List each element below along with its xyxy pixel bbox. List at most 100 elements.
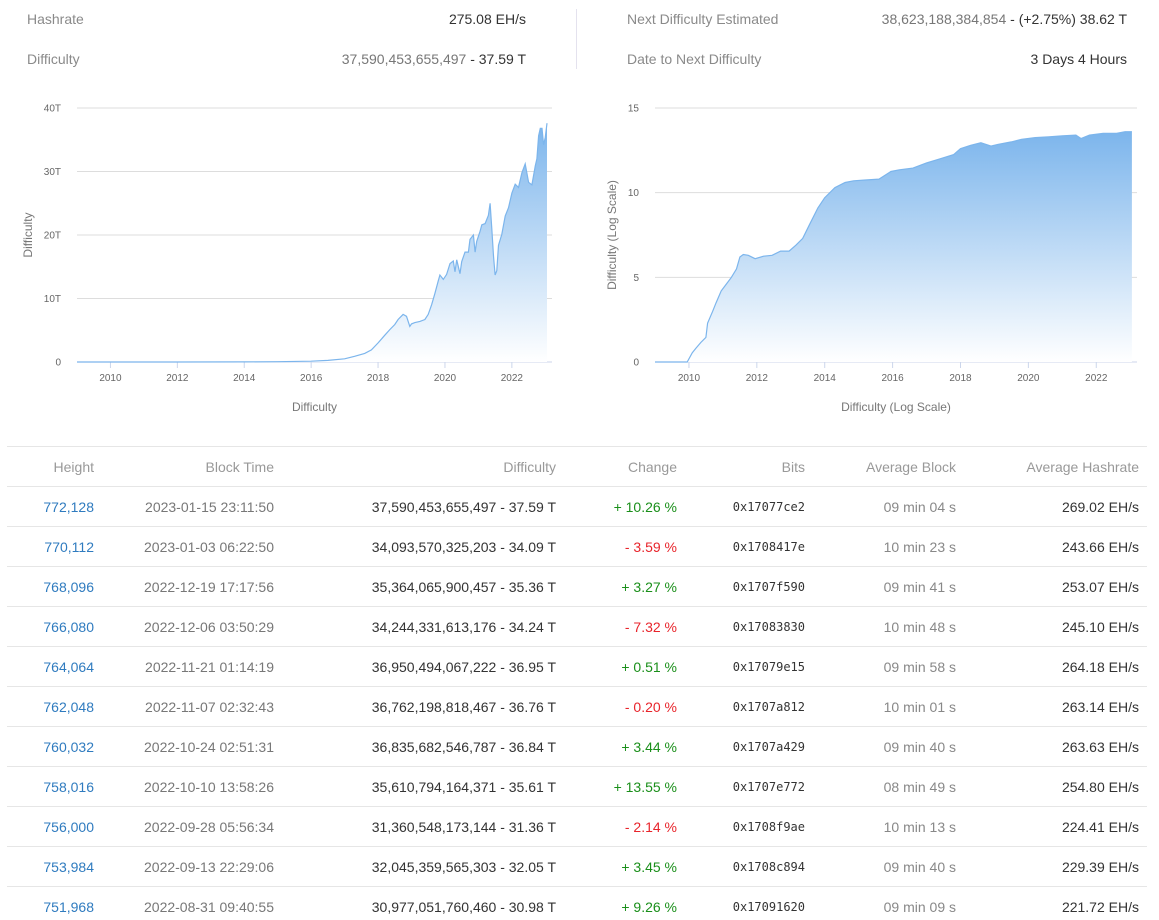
x-axis-title: Difficulty (Log Scale)	[841, 400, 951, 414]
header-average-block: Average Block	[813, 446, 964, 487]
x-tick-label: 2010	[678, 373, 701, 384]
stat-value-raw: 37,590,453,655,497	[341, 51, 467, 67]
block-height-link[interactable]: 760,032	[43, 738, 94, 755]
cell-average-block: 10 min 48 s	[813, 606, 964, 647]
y-tick-label: 10T	[44, 294, 61, 305]
difficulty-log-chart[interactable]: 15 10 5 0 2010 2012 2014 2016 2018 2020 2022 Diffic…	[580, 95, 1159, 425]
cell-height: 768,096	[7, 566, 102, 607]
cell-height: 764,064	[7, 646, 102, 687]
stat-value: 3 Days 4 Hours	[1031, 49, 1127, 69]
area-fill	[655, 131, 1132, 362]
block-height-link[interactable]: 770,112	[44, 538, 94, 555]
cell-difficulty: 30,977,051,760,460 - 30.98 T	[282, 886, 564, 920]
header-block-time: Block Time	[102, 446, 282, 487]
cell-average-block: 09 min 09 s	[813, 886, 964, 920]
cell-bits: 0x17077ce2	[685, 486, 813, 527]
cell-change: + 3.44 %	[564, 726, 685, 767]
block-height-link[interactable]: 766,080	[43, 618, 94, 635]
cell-difficulty: 36,762,198,818,467 - 36.76 T	[282, 686, 564, 727]
cell-average-hashrate: 253.07 EH/s	[964, 566, 1147, 607]
y-tick-label: 0	[55, 358, 61, 369]
cell-change: + 9.26 %	[564, 886, 685, 920]
stat-value-main: 275.08 EH/s	[448, 11, 526, 27]
cell-block-time: 2022-11-07 02:32:43	[102, 686, 282, 727]
cell-change: + 0.51 %	[564, 646, 685, 687]
cell-block-time: 2023-01-03 06:22:50	[102, 526, 282, 567]
block-height-link[interactable]: 758,016	[43, 778, 94, 795]
block-height-link[interactable]: 756,000	[43, 818, 94, 835]
cell-block-time: 2022-08-31 09:40:55	[102, 886, 282, 920]
cell-block-time: 2022-11-21 01:14:19	[102, 646, 282, 687]
x-tick-label: 2012	[746, 373, 769, 384]
block-height-link[interactable]: 751,968	[43, 898, 94, 915]
y-axis-title: Difficulty (Log Scale)	[605, 180, 619, 290]
difficulty-adjustments-table: Height Block Time Difficulty Change Bits…	[7, 446, 1147, 920]
y-tick-label: 5	[633, 273, 639, 284]
block-height-link[interactable]: 768,096	[43, 578, 94, 595]
cell-average-block: 09 min 58 s	[813, 646, 964, 687]
cell-block-time: 2022-10-10 13:58:26	[102, 766, 282, 807]
stat-label: Hashrate	[27, 11, 84, 27]
cell-bits: 0x17083830	[685, 606, 813, 647]
y-tick-label: 10	[628, 188, 640, 199]
table-row: 766,080 2022-12-06 03:50:29 34,244,331,613…	[7, 606, 1147, 647]
table-row: 751,968 2022-08-31 09:40:55 30,977,051,760…	[7, 886, 1147, 920]
table-row: 753,984 2022-09-13 22:29:06 32,045,359,565…	[7, 846, 1147, 887]
x-tick-label: 2020	[1017, 373, 1040, 384]
cell-height: 770,112	[7, 526, 102, 567]
cell-average-hashrate: 269.02 EH/s	[964, 486, 1147, 527]
cell-average-hashrate: 254.80 EH/s	[964, 766, 1147, 807]
block-height-link[interactable]: 753,984	[43, 858, 94, 875]
x-tick-label: 2018	[367, 373, 390, 384]
cell-difficulty: 36,950,494,067,222 - 36.95 T	[282, 646, 564, 687]
difficulty-log-chart-svg[interactable]: 15 10 5 0 2010 2012 2014 2016 2018 2020 2022 Diffic…	[580, 95, 1159, 425]
stat-label: Next Difficulty Estimated	[627, 11, 779, 27]
difficulty-chart-svg[interactable]: 40T 30T 20T 10T 0 2010 2012 2014 2016 2018 2020 202…	[0, 95, 580, 425]
cell-height: 751,968	[7, 886, 102, 920]
stat-value-raw: 38,623,188,384,854	[881, 11, 1007, 27]
x-tick-label: 2022	[501, 373, 524, 384]
x-tick-label: 2022	[1085, 373, 1108, 384]
cell-change: - 3.59 %	[564, 526, 685, 567]
table-row: 764,064 2022-11-21 01:14:19 36,950,494,067…	[7, 646, 1147, 687]
y-tick-label: 40T	[44, 104, 61, 115]
cell-difficulty: 32,045,359,565,303 - 32.05 T	[282, 846, 564, 887]
cell-average-block: 10 min 01 s	[813, 686, 964, 727]
cell-bits: 0x1708c894	[685, 846, 813, 887]
cell-difficulty: 36,835,682,546,787 - 36.84 T	[282, 726, 564, 767]
x-tick-label: 2012	[166, 373, 189, 384]
header-bits: Bits	[685, 446, 813, 487]
cell-average-hashrate: 263.63 EH/s	[964, 726, 1147, 767]
cell-height: 756,000	[7, 806, 102, 847]
stat-value: 37,590,453,655,497 - 37.59 T	[342, 49, 526, 69]
series-line	[655, 131, 1132, 363]
difficulty-chart[interactable]: 40T 30T 20T 10T 0 2010 2012 2014 2016 2018 2020 202…	[0, 95, 580, 425]
cell-block-time: 2023-01-15 23:11:50	[102, 486, 282, 527]
block-height-link[interactable]: 772,128	[43, 498, 94, 515]
cell-difficulty: 31,360,548,173,144 - 31.36 T	[282, 806, 564, 847]
header-average-hashrate: Average Hashrate	[964, 446, 1147, 487]
block-height-link[interactable]: 762,048	[43, 698, 94, 715]
table-row: 760,032 2022-10-24 02:51:31 36,835,682,546…	[7, 726, 1147, 767]
x-tick-label: 2014	[233, 373, 256, 384]
cell-block-time: 2022-10-24 02:51:31	[102, 726, 282, 767]
stat-value-main: - 37.59 T	[466, 51, 526, 67]
cell-average-block: 09 min 04 s	[813, 486, 964, 527]
stats-panel: Hashrate 275.08 EH/s Difficulty 37,590,4…	[0, 0, 1159, 80]
cell-height: 766,080	[7, 606, 102, 647]
y-axis-title: Difficulty	[21, 212, 35, 257]
stat-next-difficulty: Next Difficulty Estimated 38,623,188,384…	[627, 9, 1127, 29]
table-row: 758,016 2022-10-10 13:58:26 35,610,794,164…	[7, 766, 1147, 807]
cell-bits: 0x1707e772	[685, 766, 813, 807]
cell-height: 758,016	[7, 766, 102, 807]
cell-change: + 10.26 %	[564, 486, 685, 527]
cell-average-hashrate: 221.72 EH/s	[964, 886, 1147, 920]
x-tick-label: 2014	[814, 373, 837, 384]
series-line	[77, 123, 548, 363]
stat-difficulty: Difficulty 37,590,453,655,497 - 37.59 T	[27, 49, 526, 69]
block-height-link[interactable]: 764,064	[43, 658, 94, 675]
x-tick-label: 2010	[99, 373, 122, 384]
cell-bits: 0x1707a812	[685, 686, 813, 727]
stat-value: 38,623,188,384,854 - (+2.75%) 38.62 T	[882, 9, 1127, 29]
cell-block-time: 2022-12-06 03:50:29	[102, 606, 282, 647]
